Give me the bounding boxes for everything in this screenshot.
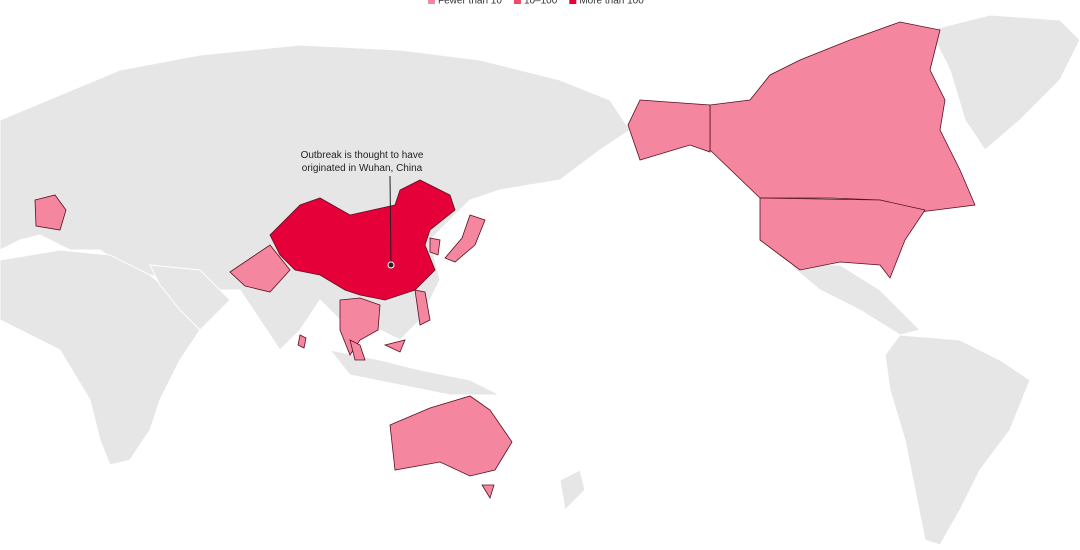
legend-swatch	[428, 0, 435, 4]
annotation: Outbreak is thought to have originated i…	[301, 150, 424, 269]
tasmania	[481, 484, 495, 499]
canada	[709, 21, 976, 213]
legend-label: Fewer than 10	[438, 0, 502, 7]
pakistan	[229, 244, 291, 293]
south-america	[884, 334, 1031, 546]
wuhan-dot	[387, 261, 395, 269]
legend-label: 10–100	[524, 0, 558, 7]
background-land	[0, 14, 1080, 546]
new-zealand	[559, 469, 586, 512]
korea	[429, 237, 441, 256]
annotation-leader	[389, 175, 392, 265]
legend-label: More than 100	[579, 0, 644, 7]
malaysia	[349, 339, 406, 361]
china	[269, 179, 456, 301]
usa	[759, 197, 926, 279]
legend-swatch	[513, 0, 521, 4]
australia	[389, 395, 513, 477]
arabia	[149, 264, 231, 331]
annotation-line: Outbreak is thought to have	[301, 150, 424, 161]
countries	[34, 21, 976, 499]
philippines	[414, 289, 431, 326]
legend-swatch	[569, 0, 577, 4]
alaska	[627, 99, 711, 161]
france	[34, 194, 67, 231]
sri-lanka	[297, 334, 307, 349]
greenland	[929, 14, 1080, 151]
japan	[444, 214, 486, 263]
legend: Fewer than 10 10–100 More than 100	[428, 0, 644, 7]
annotation-line: originated in Wuhan, China	[302, 163, 423, 174]
central-america	[788, 264, 921, 336]
africa	[0, 249, 201, 466]
indonesia	[328, 349, 501, 396]
